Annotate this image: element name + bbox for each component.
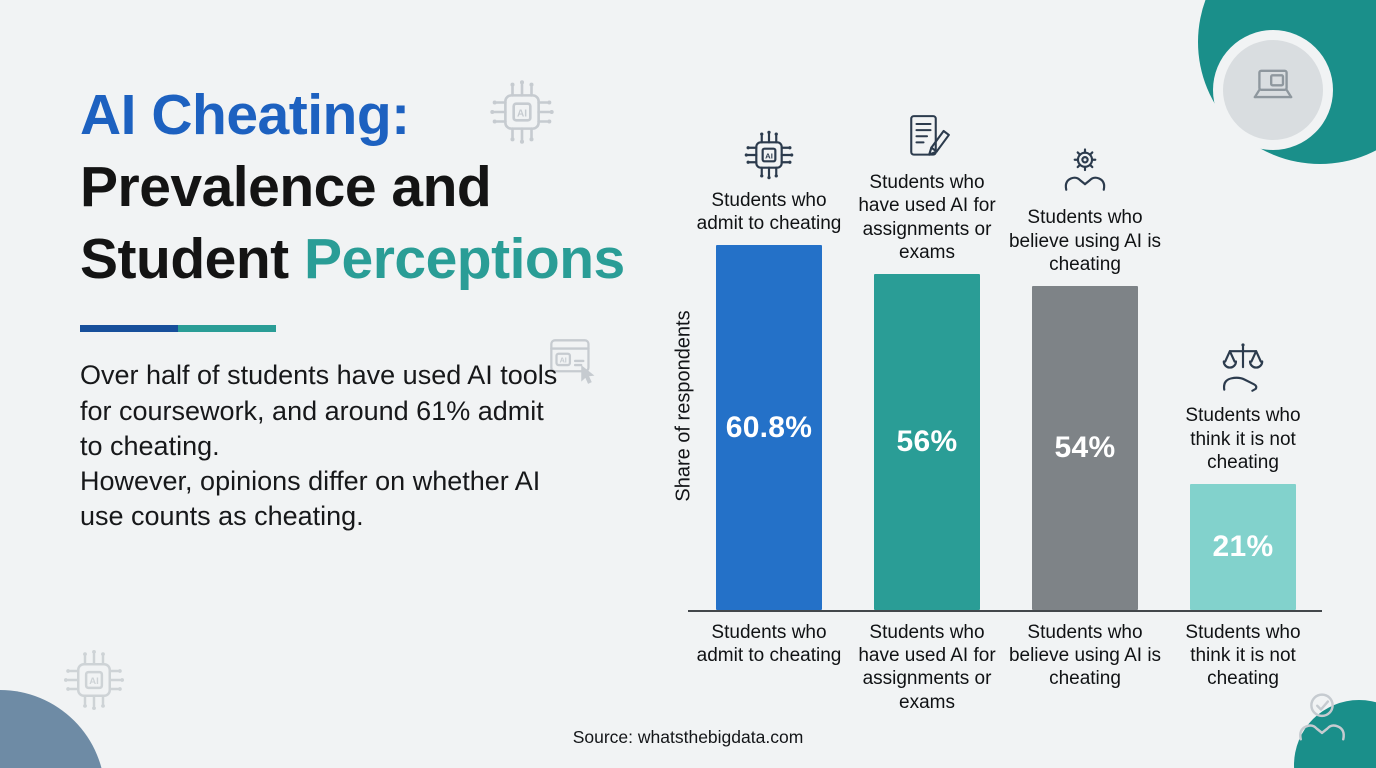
header: AI Cheating: Prevalence and Student Perc… [80, 80, 680, 534]
bar-top-label: Students who have used AI for assignment… [858, 172, 996, 263]
bar-students-believe-cheating: 54% [1032, 286, 1138, 610]
bar-column-believe-cheating: Students who believe using AI is cheatin… [1006, 141, 1164, 610]
hands-check-icon [1288, 684, 1356, 752]
summary-text: Over half of students have used AI tools… [80, 360, 558, 531]
hand-scales-icon [1213, 339, 1273, 399]
title-line-1: AI Cheating: [80, 83, 410, 147]
title-divider [80, 325, 276, 333]
x-axis-label: Students who have used AI for assignment… [858, 622, 996, 713]
bar-value-label: 56% [896, 425, 958, 458]
bar-top-label: Students who think it is not cheating [1185, 405, 1301, 473]
ai-document-cursor-icon: AI [540, 330, 606, 396]
bar-top-label: Students who admit to cheating [696, 189, 842, 234]
bar-column-admit-cheating: AI Students who admit to cheating 60.8% [690, 126, 848, 610]
bar-column-used-ai: Students who have used AI for assignment… [848, 110, 1006, 610]
ai-chip-icon: AI [484, 74, 560, 150]
ai-chip-icon: AI [58, 644, 130, 716]
bar-chart: AI Students who admit to cheating 60.8% [690, 78, 1322, 610]
laptop-icon [1244, 59, 1302, 122]
hands-gear-icon [1055, 141, 1115, 201]
bar-value-label: 21% [1212, 530, 1274, 563]
ai-chip-icon: AI [740, 126, 798, 184]
bar-value-label: 60.8% [725, 410, 813, 444]
x-axis-label: Students who think it is not cheating [1185, 622, 1301, 690]
bar-column-not-cheating: Students who think it is not cheating 21… [1164, 339, 1322, 610]
title-line-3: Student Perceptions [80, 224, 680, 296]
source-credit: Source: whatsthebigdata.com [572, 727, 804, 747]
assignment-pencil-icon [899, 110, 955, 166]
svg-text:AI: AI [517, 108, 527, 119]
title-line-2: Prevalence and [80, 154, 492, 219]
bar-top-label: Students who believe using AI is cheatin… [1008, 207, 1162, 275]
title-line-3-accent: Perceptions [303, 226, 625, 291]
svg-text:AI: AI [560, 356, 567, 365]
bar-students-not-cheating: 21% [1190, 484, 1296, 610]
x-axis-labels: Students who admit to cheating Students … [690, 621, 1322, 714]
svg-text:AI: AI [765, 151, 773, 160]
x-axis-label: Students who admit to cheating [696, 622, 842, 667]
laptop-badge [1223, 40, 1323, 140]
bar-students-admit-cheating: 60.8% [716, 245, 822, 610]
svg-text:AI: AI [89, 676, 99, 687]
divider-teal-segment [178, 325, 276, 333]
divider-blue-segment [80, 325, 178, 333]
title-line-3-dark: Student [80, 226, 289, 291]
bar-value-label: 54% [1054, 431, 1116, 464]
bar-students-used-ai: 56% [874, 274, 980, 610]
x-axis-label: Students who believe using AI is cheatin… [1008, 622, 1162, 690]
page-title: AI Cheating: Prevalence and Student Perc… [80, 80, 680, 295]
x-axis-line [688, 610, 1322, 612]
